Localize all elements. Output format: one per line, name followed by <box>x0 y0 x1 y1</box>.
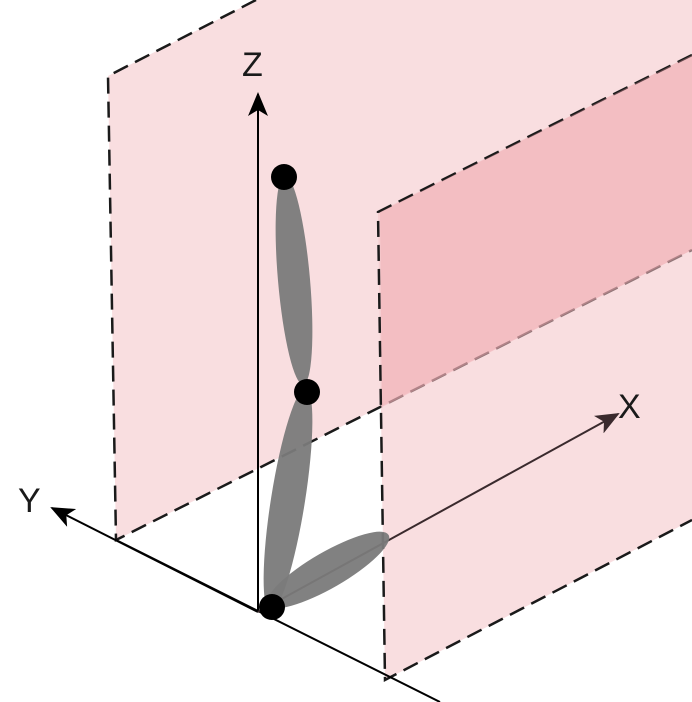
front-plane <box>378 55 692 680</box>
y-axis-label: Y <box>18 482 41 520</box>
shank-segment <box>263 388 313 612</box>
foot-segment <box>266 531 390 609</box>
front-plane-outline <box>376 53 692 683</box>
z-axis-label: Z <box>242 46 263 84</box>
x-axis-label: X <box>618 388 641 426</box>
y-axis <box>50 507 259 613</box>
back-plane-outline <box>106 0 692 543</box>
thigh-segment <box>275 175 313 385</box>
hip-joint <box>271 164 297 190</box>
ankle-joint <box>259 594 285 620</box>
plane-overlap-shade <box>380 55 692 407</box>
knee-joint <box>294 379 320 405</box>
